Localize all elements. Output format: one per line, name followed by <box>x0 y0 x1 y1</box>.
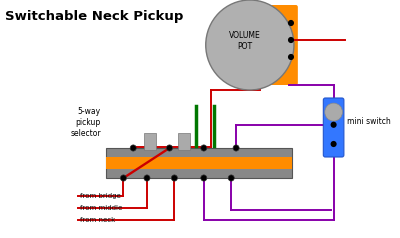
Bar <box>106 148 292 178</box>
Text: mini switch: mini switch <box>347 118 390 127</box>
Text: Switchable Neck Pickup: Switchable Neck Pickup <box>5 10 183 23</box>
Text: from bridge: from bridge <box>80 193 121 199</box>
Circle shape <box>171 175 178 181</box>
Circle shape <box>288 37 294 43</box>
Bar <box>178 133 190 150</box>
Text: 5-way
pickup
selector: 5-way pickup selector <box>70 107 101 138</box>
Circle shape <box>166 145 172 151</box>
Circle shape <box>201 145 207 151</box>
Circle shape <box>288 54 294 60</box>
Circle shape <box>130 145 136 151</box>
Circle shape <box>144 175 150 181</box>
Circle shape <box>288 20 294 26</box>
Text: VOLUME
POT: VOLUME POT <box>229 31 261 51</box>
Circle shape <box>233 145 239 151</box>
Circle shape <box>325 103 342 121</box>
Circle shape <box>330 122 337 128</box>
Circle shape <box>201 175 207 181</box>
Circle shape <box>120 175 126 181</box>
Circle shape <box>206 0 294 90</box>
Circle shape <box>330 141 337 147</box>
Text: from neck: from neck <box>80 217 116 223</box>
Circle shape <box>228 175 234 181</box>
FancyBboxPatch shape <box>323 98 344 157</box>
Bar <box>106 157 292 169</box>
Text: from middle: from middle <box>80 205 122 211</box>
FancyBboxPatch shape <box>240 5 298 85</box>
Bar <box>144 133 156 150</box>
